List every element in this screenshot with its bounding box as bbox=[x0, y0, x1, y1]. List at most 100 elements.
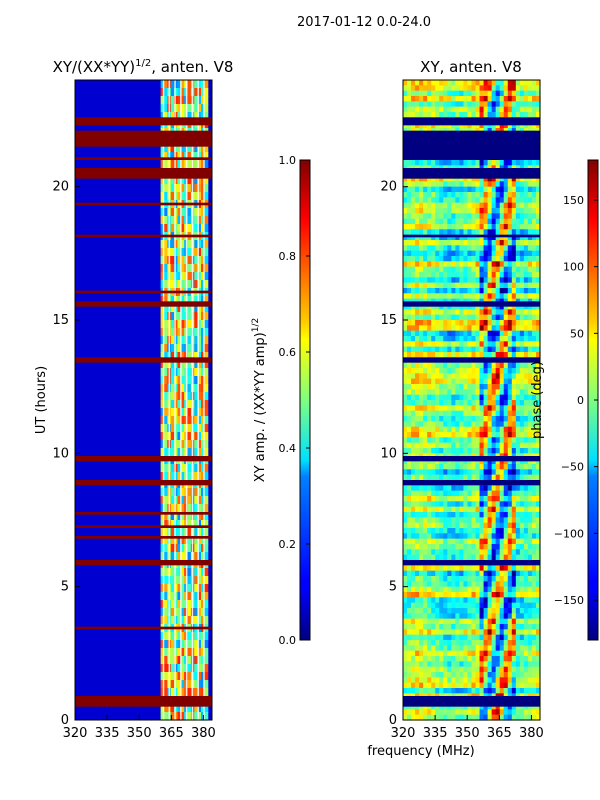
heatmap-cell bbox=[527, 293, 533, 300]
heatmap-cell bbox=[467, 656, 473, 662]
heatmap-cell bbox=[479, 565, 485, 572]
heatmap-cell bbox=[479, 506, 485, 513]
heatmap-cell bbox=[527, 261, 533, 268]
heatmap-cell bbox=[459, 490, 465, 497]
heatmap-cell bbox=[435, 197, 440, 204]
heatmap-cell bbox=[431, 485, 436, 492]
heatmap-cell bbox=[415, 597, 420, 604]
heatmap-cell bbox=[439, 176, 444, 182]
heatmap-cell bbox=[439, 400, 444, 406]
heatmap-cell bbox=[535, 309, 541, 316]
heatmap-cell bbox=[443, 538, 448, 545]
heatmap-cell bbox=[447, 277, 452, 284]
heatmap-cell bbox=[527, 506, 533, 513]
heatmap-cell bbox=[527, 80, 533, 86]
heatmap-cell bbox=[415, 426, 420, 433]
heatmap-cell bbox=[447, 325, 452, 332]
heatmap-cell bbox=[194, 592, 199, 601]
heatmap-cell bbox=[419, 197, 424, 204]
heatmap-cell bbox=[535, 506, 541, 513]
heatmap-cell bbox=[531, 320, 537, 326]
heatmap-cell bbox=[423, 341, 428, 348]
heatmap-cell bbox=[483, 394, 489, 401]
heatmap-cell bbox=[495, 341, 501, 348]
heatmap-cell bbox=[197, 664, 202, 673]
heatmap-cell bbox=[163, 640, 168, 649]
heatmap-cell bbox=[163, 312, 168, 321]
heatmap-cell bbox=[491, 277, 497, 284]
heatmap-cell bbox=[443, 458, 448, 465]
heatmap-cell bbox=[419, 330, 424, 337]
heatmap-cell bbox=[200, 336, 205, 345]
heatmap-cell bbox=[535, 373, 541, 380]
heatmap-cell bbox=[427, 581, 432, 588]
heatmap-cell bbox=[174, 520, 179, 529]
heatmap-cell bbox=[479, 112, 485, 118]
heatmap-cell bbox=[431, 426, 436, 433]
heatmap-cell bbox=[503, 186, 509, 193]
heatmap-cell bbox=[187, 552, 192, 561]
heatmap-cell bbox=[459, 288, 465, 294]
heatmap-cell bbox=[160, 360, 165, 369]
heatmap-cell bbox=[463, 586, 469, 593]
heatmap-cell bbox=[499, 160, 505, 166]
heatmap-cell bbox=[483, 624, 489, 630]
heatmap-cell bbox=[535, 485, 541, 492]
heatmap-cell bbox=[483, 602, 489, 609]
heatmap-cell bbox=[519, 458, 525, 465]
heatmap-cell bbox=[503, 517, 509, 524]
colorbar-tick-label: 0.4 bbox=[279, 442, 297, 455]
heatmap-cell bbox=[455, 272, 461, 278]
heatmap-cell bbox=[411, 533, 416, 540]
heatmap-cell bbox=[531, 106, 537, 113]
heatmap-cell bbox=[415, 112, 420, 118]
heatmap-cell bbox=[427, 304, 432, 310]
heatmap-cell bbox=[419, 80, 424, 86]
heatmap-cell bbox=[527, 309, 533, 316]
left-y-axis-label: UT (hours) bbox=[34, 366, 49, 434]
heatmap-cell bbox=[535, 645, 541, 652]
heatmap-cell bbox=[459, 666, 465, 673]
heatmap-cell bbox=[487, 442, 493, 449]
heatmap-cell bbox=[475, 309, 481, 316]
heatmap-cell bbox=[451, 394, 456, 401]
heatmap-cell bbox=[503, 613, 509, 620]
heatmap-cell bbox=[407, 122, 412, 129]
heatmap-cell bbox=[419, 245, 424, 252]
heatmap-cell bbox=[443, 240, 448, 246]
heatmap-cell bbox=[439, 485, 444, 492]
heatmap-cell bbox=[431, 405, 436, 412]
heatmap-cell bbox=[503, 368, 509, 374]
heatmap-cell bbox=[415, 277, 420, 284]
heatmap-cell bbox=[163, 392, 168, 401]
heatmap-cell bbox=[515, 224, 521, 230]
heatmap-cell bbox=[503, 490, 509, 497]
heatmap-cell bbox=[531, 90, 537, 97]
heatmap-cell bbox=[503, 192, 509, 198]
heatmap-cell bbox=[515, 309, 521, 316]
heatmap-cell bbox=[419, 565, 424, 572]
heatmap-cell bbox=[471, 645, 477, 652]
heatmap-cell bbox=[163, 160, 168, 169]
heatmap-cell bbox=[177, 656, 182, 665]
heatmap-cell bbox=[471, 389, 477, 396]
heatmap-cell bbox=[187, 160, 192, 169]
heatmap-cell bbox=[197, 600, 202, 609]
heatmap-cell bbox=[475, 474, 481, 481]
heatmap-cell bbox=[459, 362, 465, 369]
heatmap-cell bbox=[463, 293, 469, 300]
heatmap-cell bbox=[443, 437, 448, 444]
heatmap-cell bbox=[443, 330, 448, 337]
heatmap-cell bbox=[455, 293, 461, 300]
heatmap-cell bbox=[527, 288, 533, 294]
heatmap-cell bbox=[160, 304, 165, 313]
heatmap-cell bbox=[479, 122, 485, 129]
heatmap-cell bbox=[475, 426, 481, 433]
heatmap-cell bbox=[531, 400, 537, 406]
heatmap-cell bbox=[523, 634, 529, 641]
heatmap-cell bbox=[503, 640, 509, 646]
heatmap-cell bbox=[459, 378, 465, 385]
heatmap-cell bbox=[511, 368, 517, 374]
heatmap-cell bbox=[527, 421, 533, 428]
heatmap-cell bbox=[419, 416, 424, 422]
